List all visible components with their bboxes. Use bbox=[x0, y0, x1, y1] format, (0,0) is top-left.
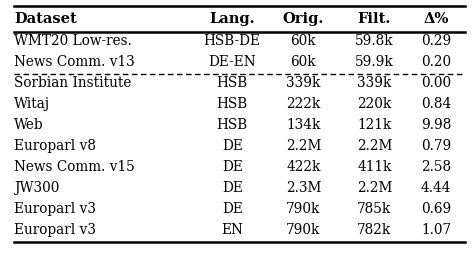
Text: 790k: 790k bbox=[286, 223, 320, 237]
Text: 134k: 134k bbox=[286, 118, 320, 132]
Text: HSB-DE: HSB-DE bbox=[204, 34, 261, 49]
Text: WMT20 Low-res.: WMT20 Low-res. bbox=[14, 34, 132, 49]
Text: 121k: 121k bbox=[357, 118, 392, 132]
Text: Lang.: Lang. bbox=[210, 12, 255, 26]
Text: News Comm. v13: News Comm. v13 bbox=[14, 55, 135, 70]
Text: 790k: 790k bbox=[286, 202, 320, 216]
Text: DE: DE bbox=[222, 202, 243, 216]
Text: DE: DE bbox=[222, 139, 243, 153]
Text: 0.69: 0.69 bbox=[421, 202, 451, 216]
Text: EN: EN bbox=[221, 223, 243, 237]
Text: JW300: JW300 bbox=[14, 181, 60, 195]
Text: 1.07: 1.07 bbox=[421, 223, 451, 237]
Text: 411k: 411k bbox=[357, 160, 392, 174]
Text: 782k: 782k bbox=[357, 223, 392, 237]
Text: Orig.: Orig. bbox=[283, 12, 324, 26]
Text: 59.9k: 59.9k bbox=[355, 55, 394, 70]
Text: 339k: 339k bbox=[357, 76, 392, 91]
Text: 222k: 222k bbox=[286, 97, 320, 112]
Text: Europarl v8: Europarl v8 bbox=[14, 139, 96, 153]
Text: 0.00: 0.00 bbox=[421, 76, 451, 91]
Text: 422k: 422k bbox=[286, 160, 320, 174]
Text: Witaj: Witaj bbox=[14, 97, 50, 112]
Text: 0.20: 0.20 bbox=[421, 55, 451, 70]
Text: 59.8k: 59.8k bbox=[355, 34, 394, 49]
Text: 220k: 220k bbox=[357, 97, 392, 112]
Text: 9.98: 9.98 bbox=[421, 118, 451, 132]
Text: 785k: 785k bbox=[357, 202, 392, 216]
Text: 0.79: 0.79 bbox=[421, 139, 451, 153]
Text: 2.2M: 2.2M bbox=[357, 139, 392, 153]
Text: 2.3M: 2.3M bbox=[286, 181, 321, 195]
Text: Sorbian Institute: Sorbian Institute bbox=[14, 76, 132, 91]
Text: 2.58: 2.58 bbox=[421, 160, 451, 174]
Text: 2.2M: 2.2M bbox=[357, 181, 392, 195]
Text: Δ%: Δ% bbox=[423, 12, 449, 26]
Text: 4.44: 4.44 bbox=[421, 181, 451, 195]
Text: 0.84: 0.84 bbox=[421, 97, 451, 112]
Text: News Comm. v15: News Comm. v15 bbox=[14, 160, 135, 174]
Text: Web: Web bbox=[14, 118, 44, 132]
Text: Filt.: Filt. bbox=[358, 12, 391, 26]
Text: HSB: HSB bbox=[217, 118, 248, 132]
Text: DE: DE bbox=[222, 181, 243, 195]
Text: 2.2M: 2.2M bbox=[286, 139, 321, 153]
Text: Europarl v3: Europarl v3 bbox=[14, 202, 96, 216]
Text: Dataset: Dataset bbox=[14, 12, 77, 26]
Text: HSB: HSB bbox=[217, 97, 248, 112]
Text: 60k: 60k bbox=[291, 55, 316, 70]
Text: 0.29: 0.29 bbox=[421, 34, 451, 49]
Text: 339k: 339k bbox=[286, 76, 320, 91]
Text: 60k: 60k bbox=[291, 34, 316, 49]
Text: DE-EN: DE-EN bbox=[209, 55, 256, 70]
Text: DE: DE bbox=[222, 160, 243, 174]
Text: HSB: HSB bbox=[217, 76, 248, 91]
Text: Europarl v3: Europarl v3 bbox=[14, 223, 96, 237]
